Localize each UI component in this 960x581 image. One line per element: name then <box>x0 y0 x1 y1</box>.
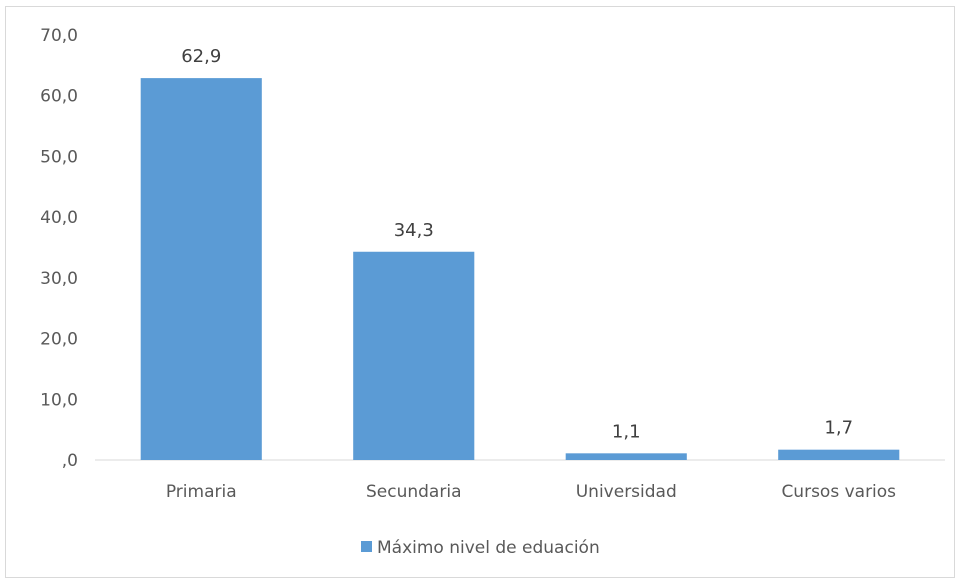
bars <box>140 78 900 460</box>
y-axis-ticks: ,0 10,0 20,0 30,0 40,0 50,0 60,0 70,0 <box>40 26 78 471</box>
data-label: 1,7 <box>824 418 853 439</box>
data-label: 34,3 <box>394 220 434 241</box>
category-label: Universidad <box>576 482 677 502</box>
y-tick-label: 60,0 <box>40 87 78 107</box>
legend-swatch <box>361 541 372 552</box>
category-labels: Primaria Secundaria Universidad Cursos vari… <box>166 482 896 502</box>
y-tick-label: ,0 <box>62 451 78 471</box>
data-labels: 62,9 34,3 1,1 1,7 <box>181 46 853 442</box>
y-tick-label: 30,0 <box>40 269 78 289</box>
bar-secundaria <box>353 251 475 460</box>
data-label: 1,1 <box>612 421 641 442</box>
category-label: Secundaria <box>366 482 461 502</box>
legend: Máximo nivel de eduación <box>361 538 600 558</box>
y-tick-label: 50,0 <box>40 147 78 167</box>
bar-universidad <box>565 453 687 460</box>
bar-primaria <box>140 78 262 460</box>
category-label: Primaria <box>166 482 237 502</box>
y-tick-label: 40,0 <box>40 208 78 228</box>
y-tick-label: 70,0 <box>40 26 78 46</box>
y-tick-label: 10,0 <box>40 390 78 410</box>
y-tick-label: 20,0 <box>40 330 78 350</box>
category-label: Cursos varios <box>781 482 896 502</box>
bar-cursos-varios <box>778 449 900 460</box>
data-label: 62,9 <box>181 46 221 67</box>
legend-label: Máximo nivel de eduación <box>377 538 600 558</box>
